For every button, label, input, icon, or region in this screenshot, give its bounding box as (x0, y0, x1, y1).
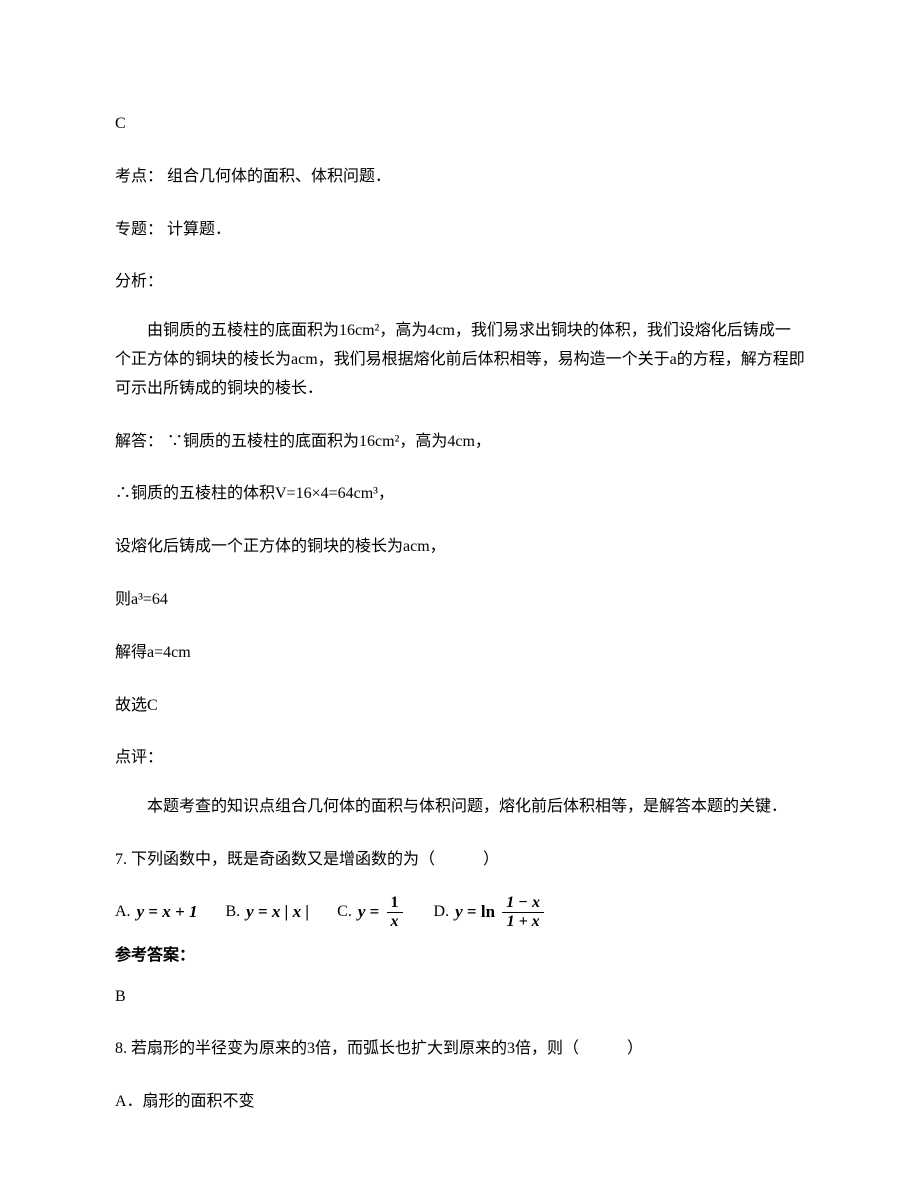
q6-jieda-line6: 故选C (115, 692, 805, 721)
q6-zhuanti: 专题： 计算题． (115, 216, 805, 245)
q6-jieda-line2: ∴铜质的五棱柱的体积V=16×4=64cm³， (115, 480, 805, 509)
q8-option-a: A．扇形的面积不变 (115, 1088, 805, 1117)
q6-fenxi-label: 分析： (115, 268, 805, 297)
q6-zhuanti-label: 专题： (115, 221, 163, 238)
q6-jieda-line4: 则a³=64 (115, 586, 805, 615)
q6-jieda-line5: 解得a=4cm (115, 639, 805, 668)
q7-options: A. y = x + 1 B. y = x | x | C. y = 1x D.… (115, 895, 805, 930)
q7-option-b: B. y = x | x | (225, 897, 309, 928)
q7-ref-answer-label: 参考答案： (115, 942, 805, 971)
q7-optD-label: D. (434, 898, 450, 927)
q7-optB-label: B. (225, 898, 240, 927)
q6-zhuanti-text: 计算题． (167, 221, 231, 238)
q7-optC-label: C. (337, 898, 352, 927)
q7-option-d: D. y = ln 1 − x1 + x (434, 895, 547, 930)
q7-optA-label: A. (115, 898, 131, 927)
q7-optD-formula: y = ln 1 − x1 + x (455, 895, 547, 930)
q7-option-a: A. y = x + 1 (115, 897, 197, 928)
q6-jieda-line3: 设熔化后铸成一个正方体的铜块的棱长为acm， (115, 533, 805, 562)
q6-kaodian: 考点： 组合几何体的面积、体积问题． (115, 163, 805, 192)
q6-dianping-label: 点评： (115, 744, 805, 773)
q6-jieda-line1: ∵铜质的五棱柱的底面积为16cm²，高为4cm， (167, 433, 491, 450)
q6-fenxi-text: 由铜质的五棱柱的底面积为16cm²，高为4cm，我们易求出铜块的体积，我们设熔化… (115, 317, 805, 403)
q7-option-c: C. y = 1x (337, 895, 405, 930)
q6-jieda-line1-wrap: 解答： ∵铜质的五棱柱的底面积为16cm²，高为4cm， (115, 428, 805, 457)
q6-answer-letter: C (115, 110, 805, 139)
q6-kaodian-label: 考点： (115, 168, 163, 185)
q6-dianping-text: 本题考查的知识点组合几何体的面积与体积问题，熔化前后体积相等，是解答本题的关键． (115, 793, 805, 822)
q7-stem: 7. 下列函数中，既是奇函数又是增函数的为（ ） (115, 846, 805, 875)
q7-optB-formula: y = x | x | (246, 897, 309, 928)
q7-answer: B (115, 983, 805, 1012)
q8-stem: 8. 若扇形的半径变为原来的3倍，而弧长也扩大到原来的3倍，则（ ） (115, 1035, 805, 1064)
q7-optA-formula: y = x + 1 (137, 897, 198, 928)
q7-optC-formula: y = 1x (358, 895, 406, 930)
q6-kaodian-text: 组合几何体的面积、体积问题． (167, 168, 391, 185)
q6-jieda-label: 解答： (115, 433, 163, 450)
